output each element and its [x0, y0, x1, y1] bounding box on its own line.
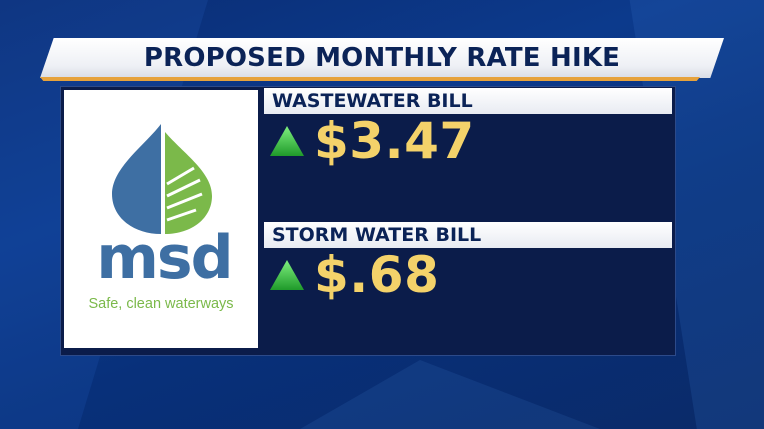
stormwater-label: STORM WATER BILL — [264, 222, 672, 248]
page-title: PROPOSED MONTHLY RATE HIKE — [143, 43, 621, 73]
msd-logo: msd Safe, clean waterways — [64, 90, 258, 348]
wastewater-label: WASTEWATER BILL — [264, 88, 672, 114]
logo-wordmark: msd — [96, 223, 233, 293]
wastewater-value: $3.47 — [314, 112, 475, 170]
up-triangle-icon — [270, 126, 304, 156]
title-accent-stripe — [40, 77, 700, 81]
background-shard — [300, 360, 600, 429]
leaf-drop-icon — [112, 124, 212, 234]
wastewater-value-row: $3.47 — [268, 116, 475, 166]
up-triangle-icon — [270, 260, 304, 290]
stormwater-value: $.68 — [314, 246, 440, 304]
logo-tagline: Safe, clean waterways — [88, 296, 234, 312]
title-banner — [40, 38, 724, 78]
stormwater-value-row: $.68 — [268, 250, 439, 300]
